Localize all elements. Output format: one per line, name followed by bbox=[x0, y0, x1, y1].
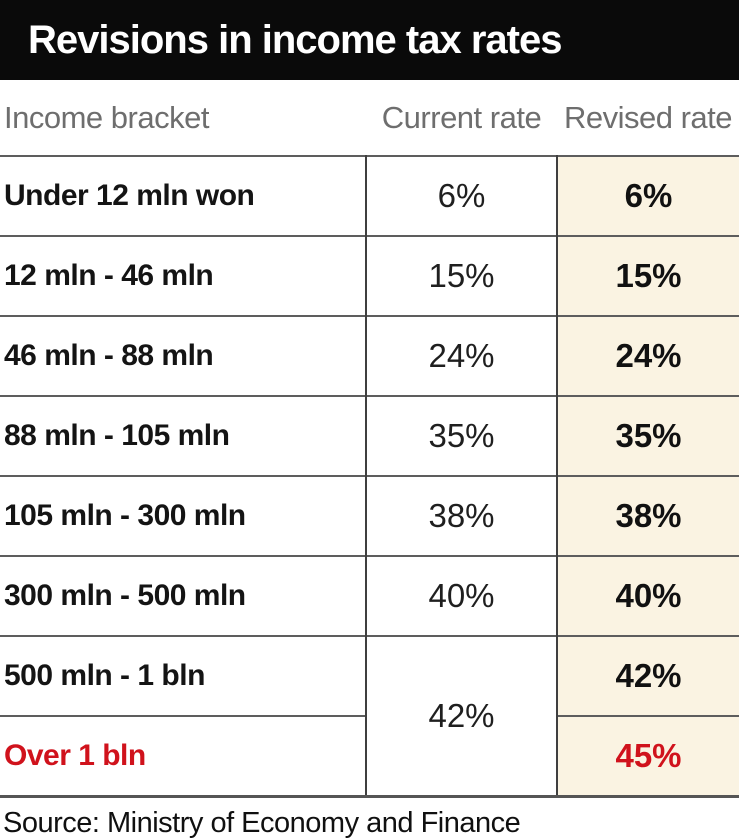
income-bracket-cell: 105 mln - 300 mln bbox=[0, 475, 366, 556]
revised-rate-cell-45: 45% bbox=[556, 715, 739, 797]
current-rate-cell: 38% bbox=[365, 475, 557, 556]
table-column-headers: Income bracket Current rate Revised rate bbox=[0, 80, 739, 155]
current-rate-cell: 6% bbox=[365, 156, 557, 236]
table-row-highlight: Over 1 bln 45% bbox=[0, 715, 739, 797]
income-bracket-cell: 88 mln - 105 mln bbox=[0, 395, 366, 476]
column-header-income-bracket: Income bracket bbox=[4, 99, 209, 135]
income-bracket-cell-over-1-bln: Over 1 bln bbox=[0, 715, 366, 797]
table-row: 105 mln - 300 mln 38% 38% bbox=[0, 475, 739, 556]
current-rate-cell: 15% bbox=[365, 235, 557, 316]
income-bracket-cell: 46 mln - 88 mln bbox=[0, 315, 366, 396]
income-bracket-cell: 500 mln - 1 bln bbox=[0, 635, 366, 716]
revised-rate-cell: 40% bbox=[556, 555, 739, 636]
table-row: 12 mln - 46 mln 15% 15% bbox=[0, 235, 739, 316]
income-bracket-cell: 12 mln - 46 mln bbox=[0, 235, 366, 316]
revised-rate-cell: 35% bbox=[556, 395, 739, 476]
table-row: 300 mln - 500 mln 40% 40% bbox=[0, 555, 739, 636]
column-header-revised-rate: Revised rate bbox=[563, 99, 733, 135]
table-row: 88 mln - 105 mln 35% 35% bbox=[0, 395, 739, 476]
tax-rates-table: Under 12 mln won 6% 6% 12 mln - 46 mln 1… bbox=[0, 155, 739, 798]
title-bar: Revisions in income tax rates bbox=[0, 0, 739, 80]
current-rate-cell: 35% bbox=[365, 395, 557, 476]
column-header-current-rate: Current rate bbox=[381, 99, 542, 135]
revised-rate-cell: 15% bbox=[556, 235, 739, 316]
current-rate-cell: 40% bbox=[365, 555, 557, 636]
revised-rate-cell: 38% bbox=[556, 475, 739, 556]
table-row: Under 12 mln won 6% 6% bbox=[0, 156, 739, 236]
current-rate-cell: 24% bbox=[365, 315, 557, 396]
page-title: Revisions in income tax rates bbox=[28, 17, 562, 62]
income-bracket-cell: 300 mln - 500 mln bbox=[0, 555, 366, 636]
table-row: 46 mln - 88 mln 24% 24% bbox=[0, 315, 739, 396]
current-rate-merged-cell: 42% bbox=[365, 635, 557, 797]
table-row: 500 mln - 1 bln 42% 42% bbox=[0, 635, 739, 797]
revised-rate-cell: 6% bbox=[556, 156, 739, 236]
income-bracket-cell: Under 12 mln won bbox=[4, 179, 255, 212]
revised-rate-cell: 24% bbox=[556, 315, 739, 396]
revised-rate-cell: 42% bbox=[556, 635, 739, 716]
source-credit: Source: Ministry of Economy and Finance bbox=[3, 807, 521, 839]
